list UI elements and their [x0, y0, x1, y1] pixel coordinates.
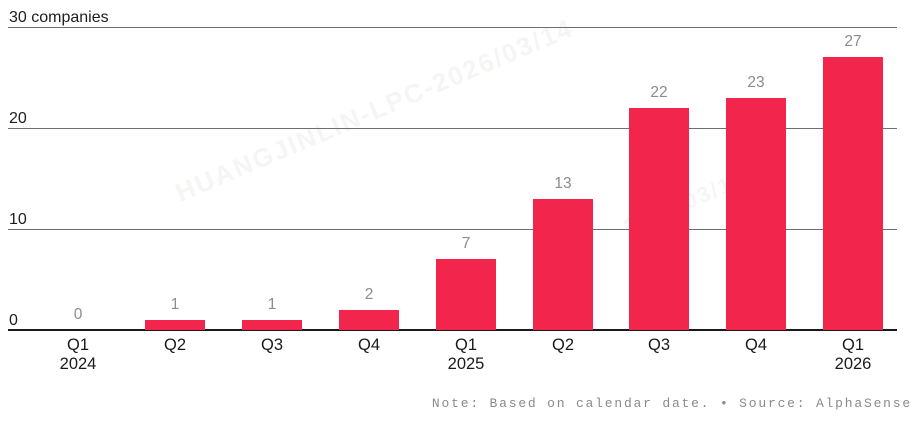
x-category-label: Q2	[127, 336, 223, 355]
bar	[823, 57, 883, 330]
x-category-label: Q3	[224, 336, 320, 355]
y-tick-label: 20	[9, 110, 27, 127]
x-category-quarter: Q3	[647, 336, 670, 354]
bar-value-label: 1	[170, 296, 180, 313]
x-category-label: Q1 2025	[418, 336, 514, 374]
watermark-text: HUANGJINLIN-LPC-2026/03/14	[171, 12, 578, 208]
y-tick-label: 10	[9, 211, 27, 228]
bar-value-label: 2	[364, 286, 374, 303]
x-category-quarter: Q1	[841, 336, 864, 354]
bar-value-label: 13	[554, 175, 572, 192]
bar	[242, 320, 302, 330]
x-category-quarter: Q2	[551, 336, 574, 354]
x-category-year: 2025	[447, 355, 485, 373]
bar	[726, 98, 786, 330]
x-category-quarter: Q1	[66, 336, 89, 354]
bar-value-label: 1	[267, 296, 277, 313]
gridline	[8, 128, 897, 129]
x-category-label: Q1 2024	[30, 336, 126, 374]
footnote: Note: Based on calendar date. • Source: …	[431, 396, 912, 411]
bar-value-label: 0	[73, 306, 83, 323]
y-tick-label: 30 companies	[9, 9, 109, 26]
bar-value-label: 22	[650, 84, 668, 101]
bar	[339, 310, 399, 330]
x-category-label: Q4	[708, 336, 804, 355]
gridline	[8, 27, 897, 28]
bar-value-label: 27	[844, 33, 862, 50]
x-category-quarter: Q2	[163, 336, 186, 354]
y-tick-label: 0	[9, 312, 18, 329]
bar	[533, 199, 593, 330]
bar	[145, 320, 205, 330]
gridline	[8, 229, 897, 230]
x-category-year: 2026	[834, 355, 872, 373]
bar	[629, 108, 689, 330]
x-category-label: Q4	[321, 336, 417, 355]
x-category-label: Q1 2026	[805, 336, 901, 374]
x-category-quarter: Q4	[357, 336, 380, 354]
x-category-label: Q3	[611, 336, 707, 355]
x-category-quarter: Q4	[744, 336, 767, 354]
x-category-quarter: Q3	[260, 336, 283, 354]
bar-value-label: 7	[461, 235, 471, 252]
bar	[436, 259, 496, 330]
x-category-quarter: Q1	[454, 336, 477, 354]
x-axis-line	[8, 329, 897, 331]
bar-value-label: 23	[747, 74, 765, 91]
x-category-label: Q2	[515, 336, 611, 355]
x-category-year: 2024	[59, 355, 97, 373]
